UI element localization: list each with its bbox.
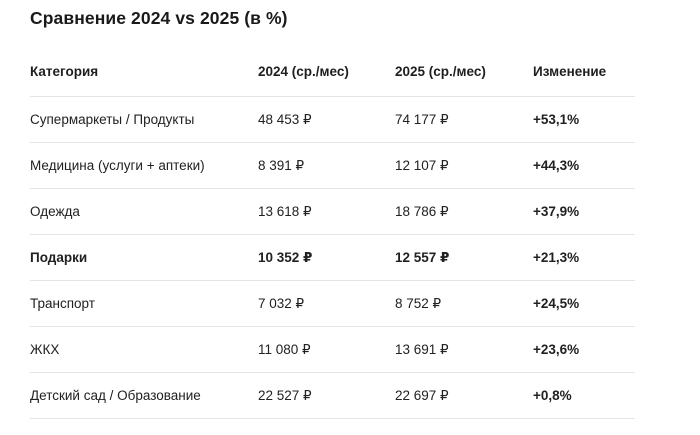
row-category: ЖКХ — [30, 342, 60, 357]
column-header-2024: 2024 (ср./мес) — [258, 64, 349, 79]
page: Сравнение 2024 vs 2025 (в %) Категория 2… — [30, 8, 635, 419]
row-change-value: +44,3% — [533, 158, 580, 173]
row-2025-value: 12 557 ₽ — [395, 250, 450, 265]
row-2024-value: 7 032 ₽ — [258, 296, 305, 311]
row-change-value: +23,6% — [533, 342, 580, 357]
row-change-value: +24,5% — [533, 296, 580, 311]
row-2024-value: 22 527 ₽ — [258, 388, 312, 403]
page-title: Сравнение 2024 vs 2025 (в %) — [30, 8, 288, 28]
row-2024-value: 8 391 ₽ — [258, 158, 305, 173]
table-row: Одежда 13 618 ₽ 18 786 ₽ +37,9% — [30, 189, 635, 235]
row-2024-value: 48 453 ₽ — [258, 112, 312, 127]
table-row: Детский сад / Образование 22 527 ₽ 22 697 … — [30, 373, 635, 419]
row-2024-value: 13 618 ₽ — [258, 204, 312, 219]
row-2025-value: 12 107 ₽ — [395, 158, 449, 173]
row-2025-value: 18 786 ₽ — [395, 204, 449, 219]
row-category: Медицина (услуги + аптеки) — [30, 158, 205, 173]
table-row: Транспорт 7 032 ₽ 8 752 ₽ +24,5% — [30, 281, 635, 327]
row-2025-value: 8 752 ₽ — [395, 296, 442, 311]
comparison-table: Категория 2024 (ср./мес) 2025 (ср./мес) … — [30, 30, 635, 419]
table-row: ЖКХ 11 080 ₽ 13 691 ₽ +23,6% — [30, 327, 635, 373]
table-row: Медицина (услуги + аптеки) 8 391 ₽ 12 107 … — [30, 143, 635, 189]
row-category: Подарки — [30, 250, 88, 265]
table-row: Подарки 10 352 ₽ 12 557 ₽ +21,3% — [30, 235, 635, 281]
row-category: Транспорт — [30, 296, 95, 311]
row-2024-value: 10 352 ₽ — [258, 250, 313, 265]
row-change-value: +53,1% — [533, 112, 580, 127]
row-change-value: +0,8% — [533, 388, 572, 403]
row-2025-value: 74 177 ₽ — [395, 112, 449, 127]
row-category: Супермаркеты / Продукты — [30, 112, 195, 127]
row-category: Детский сад / Образование — [30, 388, 201, 403]
row-2024-value: 11 080 ₽ — [258, 342, 311, 357]
table-body: Супермаркеты / Продукты 48 453 ₽ 74 177 ₽ +… — [30, 97, 635, 419]
table-header-row: Категория 2024 (ср./мес) 2025 (ср./мес) … — [30, 30, 635, 97]
row-2025-value: 22 697 ₽ — [395, 388, 449, 403]
row-change-value: +21,3% — [533, 250, 580, 265]
row-2025-value: 13 691 ₽ — [395, 342, 449, 357]
table-row: Супермаркеты / Продукты 48 453 ₽ 74 177 ₽ +… — [30, 97, 635, 143]
row-change-value: +37,9% — [533, 204, 580, 219]
column-header-2025: 2025 (ср./мес) — [395, 64, 486, 79]
column-header-change: Изменение — [533, 64, 607, 79]
column-header-category: Категория — [30, 64, 99, 79]
row-category: Одежда — [30, 204, 80, 219]
